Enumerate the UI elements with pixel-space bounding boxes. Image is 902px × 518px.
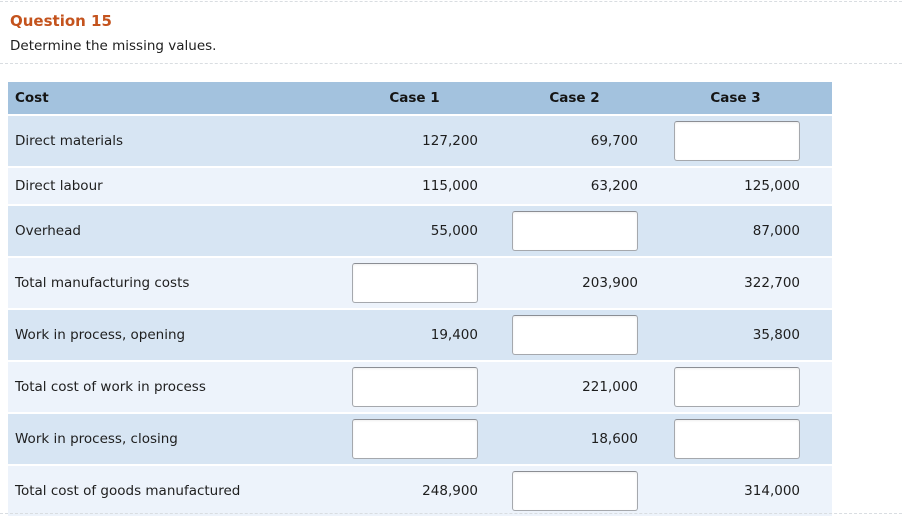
table-row-direct-labour: Direct labour 115,000 63,200 125,000 bbox=[8, 168, 832, 204]
value-cell-case2: 203,900 bbox=[510, 258, 670, 308]
answer-input-work-in-process-opening-case2[interactable] bbox=[512, 315, 638, 355]
question-prompt: Determine the missing values. bbox=[10, 38, 217, 54]
value-cell-case1: 127,200 bbox=[350, 116, 510, 166]
answer-input-total-manufacturing-costs-case1[interactable] bbox=[352, 263, 478, 303]
row-label: Total manufacturing costs bbox=[8, 258, 350, 308]
row-label: Direct materials bbox=[8, 116, 350, 166]
answer-input-work-in-process-closing-case1[interactable] bbox=[352, 419, 478, 459]
top-divider bbox=[0, 1, 902, 2]
row-label: Work in process, closing bbox=[8, 414, 350, 464]
cost-table: Cost Case 1 Case 2 Case 3 Direct materia… bbox=[8, 80, 832, 518]
column-header-case3: Case 3 bbox=[670, 82, 832, 114]
answer-cell-case3 bbox=[670, 116, 832, 166]
row-label: Total cost of work in process bbox=[8, 362, 350, 412]
answer-input-direct-materials-case3[interactable] bbox=[674, 121, 800, 161]
value-cell-case2: 221,000 bbox=[510, 362, 670, 412]
answer-cell-case3 bbox=[670, 362, 832, 412]
answer-input-total-cost-of-work-in-process-case1[interactable] bbox=[352, 367, 478, 407]
table-row-total-cost-of-goods-manufactured: Total cost of goods manufactured 248,900 3… bbox=[8, 466, 832, 516]
value-cell-case3: 87,000 bbox=[670, 206, 832, 256]
table-row-work-in-process-closing: Work in process, closing 18,600 bbox=[8, 414, 832, 464]
answer-input-total-cost-of-goods-manufactured-case2[interactable] bbox=[512, 471, 638, 511]
section-divider bbox=[0, 63, 902, 64]
answer-input-work-in-process-closing-case3[interactable] bbox=[674, 419, 800, 459]
table-row-work-in-process-opening: Work in process, opening 19,400 35,800 bbox=[8, 310, 832, 360]
row-label: Direct labour bbox=[8, 168, 350, 204]
value-cell-case1: 55,000 bbox=[350, 206, 510, 256]
row-label: Overhead bbox=[8, 206, 350, 256]
value-cell-case1: 115,000 bbox=[350, 168, 510, 204]
value-cell-case3: 322,700 bbox=[670, 258, 832, 308]
answer-cell-case2 bbox=[510, 310, 670, 360]
cost-table-body: Direct materials 127,200 69,700 Direct labo… bbox=[8, 116, 832, 516]
value-cell-case2: 18,600 bbox=[510, 414, 670, 464]
column-header-cost: Cost bbox=[8, 82, 350, 114]
table-header-row: Cost Case 1 Case 2 Case 3 bbox=[8, 82, 832, 114]
value-cell-case3: 314,000 bbox=[670, 466, 832, 516]
answer-cell-case1 bbox=[350, 258, 510, 308]
value-cell-case2: 69,700 bbox=[510, 116, 670, 166]
answer-input-overhead-case2[interactable] bbox=[512, 211, 638, 251]
table-row-direct-materials: Direct materials 127,200 69,700 bbox=[8, 116, 832, 166]
column-header-case1: Case 1 bbox=[350, 82, 510, 114]
value-cell-case2: 63,200 bbox=[510, 168, 670, 204]
answer-cell-case2 bbox=[510, 206, 670, 256]
bottom-divider bbox=[0, 513, 902, 514]
answer-cell-case1 bbox=[350, 362, 510, 412]
table-row-total-cost-of-work-in-process: Total cost of work in process 221,000 bbox=[8, 362, 832, 412]
row-label: Work in process, opening bbox=[8, 310, 350, 360]
answer-cell-case1 bbox=[350, 414, 510, 464]
value-cell-case3: 125,000 bbox=[670, 168, 832, 204]
question-title: Question 15 bbox=[10, 12, 112, 30]
column-header-case2: Case 2 bbox=[510, 82, 670, 114]
table-row-overhead: Overhead 55,000 87,000 bbox=[8, 206, 832, 256]
value-cell-case1: 248,900 bbox=[350, 466, 510, 516]
value-cell-case3: 35,800 bbox=[670, 310, 832, 360]
answer-input-total-cost-of-work-in-process-case3[interactable] bbox=[674, 367, 800, 407]
row-label: Total cost of goods manufactured bbox=[8, 466, 350, 516]
value-cell-case1: 19,400 bbox=[350, 310, 510, 360]
table-row-total-manufacturing-costs: Total manufacturing costs 203,900 322,700 bbox=[8, 258, 832, 308]
answer-cell-case3 bbox=[670, 414, 832, 464]
answer-cell-case2 bbox=[510, 466, 670, 516]
